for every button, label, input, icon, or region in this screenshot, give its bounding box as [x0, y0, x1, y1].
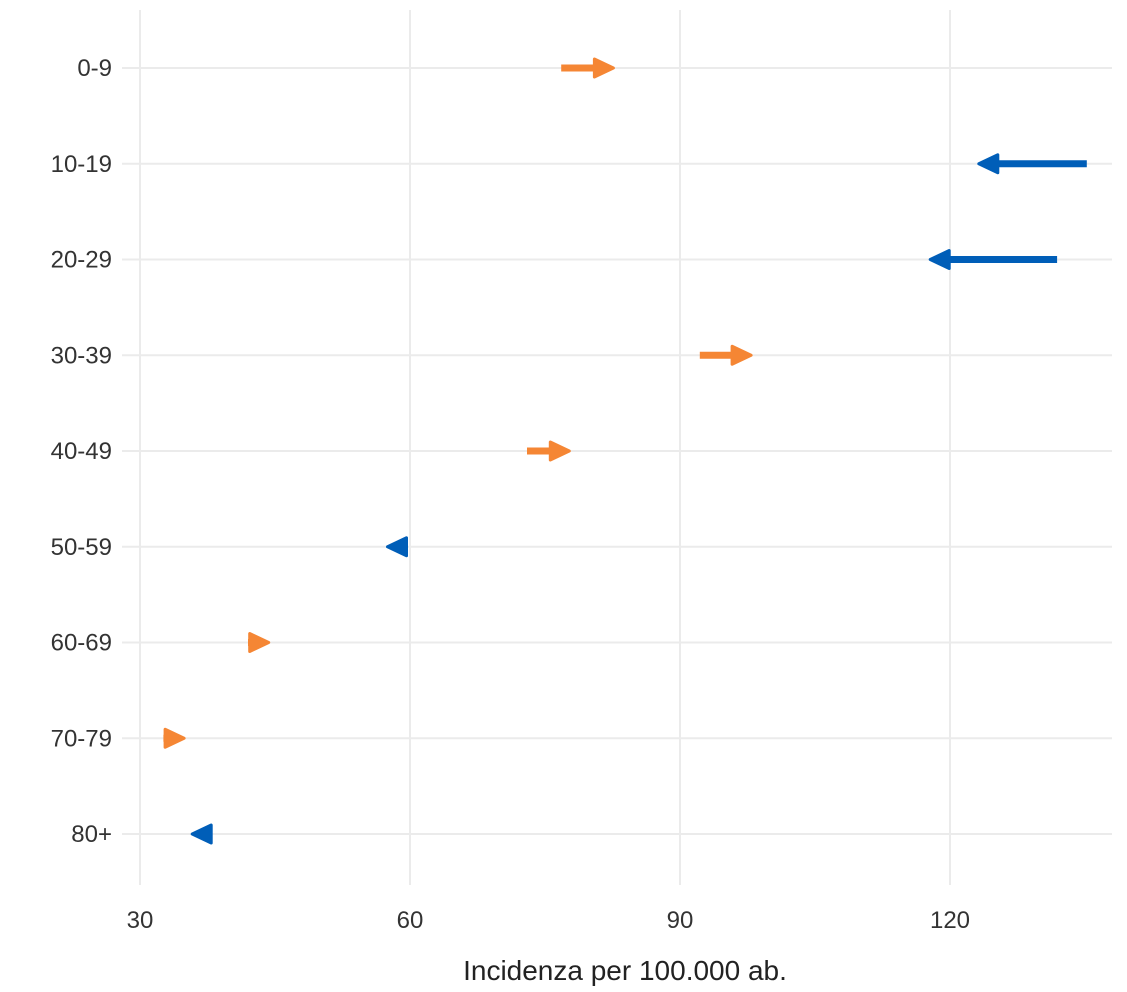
y-tick-label: 50-59 — [51, 534, 112, 561]
y-axis: 0-9 10-19 20-29 30-39 40-49 50-59 60-69 70-79 80… — [51, 55, 112, 848]
x-tick-label: 60 — [397, 907, 424, 934]
y-tick-label: 70-79 — [51, 725, 112, 752]
y-tick-label: 80+ — [71, 821, 112, 848]
arrow-head — [248, 632, 271, 653]
x-tick-label: 90 — [667, 907, 694, 934]
arrow-head — [977, 153, 1000, 175]
y-tick-label: 60-69 — [51, 630, 112, 657]
arrow-mark-20-29 — [928, 249, 1058, 270]
arrow-head — [163, 727, 186, 749]
arrow-mark-60-69 — [248, 632, 271, 653]
arrow-mark-10-19 — [977, 153, 1087, 175]
arrow-mark-50-59 — [386, 536, 408, 558]
x-tick-label: 120 — [930, 907, 970, 934]
arrow-mark-0-9 — [561, 57, 615, 79]
y-tick-label: 10-19 — [51, 151, 112, 178]
arrow-mark-80+ — [190, 823, 213, 845]
arrow-head — [730, 344, 753, 366]
arrow-head — [928, 249, 951, 270]
x-tick-label: 30 — [127, 907, 154, 934]
arrow-mark-70-79 — [163, 727, 186, 749]
data-marks — [163, 57, 1087, 845]
y-tick-label: 40-49 — [51, 438, 112, 465]
arrow-head — [592, 57, 615, 79]
arrow-mark-30-39 — [699, 344, 753, 366]
arrow-head — [386, 536, 408, 558]
grid — [122, 10, 1112, 885]
x-axis: 30 60 90 120 — [127, 907, 970, 934]
y-tick-label: 30-39 — [51, 342, 112, 369]
arrow-head — [548, 440, 571, 462]
arrow-mark-40-49 — [527, 440, 571, 462]
y-tick-label: 0-9 — [77, 55, 112, 82]
y-tick-label: 20-29 — [51, 247, 112, 274]
arrow-head — [190, 823, 213, 845]
x-axis-title: Incidenza per 100.000 ab. — [463, 955, 787, 986]
